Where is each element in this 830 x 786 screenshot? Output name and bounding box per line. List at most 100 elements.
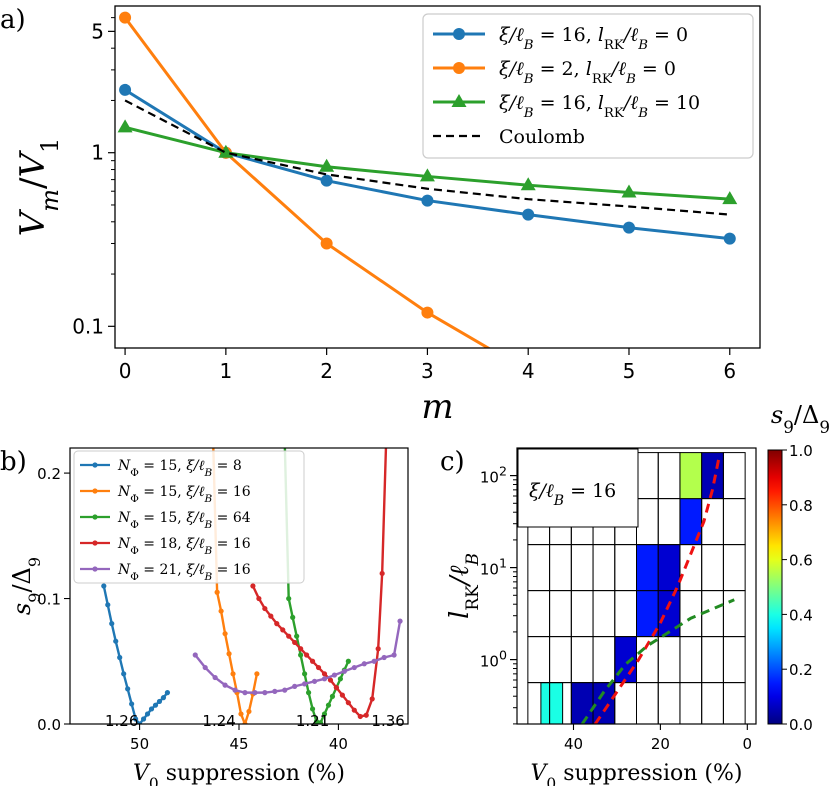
panel-c-frame — [516, 447, 757, 725]
series-marker — [105, 602, 111, 608]
series-marker — [230, 671, 236, 677]
legend-marker — [453, 62, 465, 74]
series-marker — [317, 720, 324, 724]
series-marker — [379, 570, 385, 577]
y-axis-label: lRK/ℓB — [445, 553, 483, 619]
y-tick-label: 0.0 — [37, 716, 61, 734]
series-marker — [117, 654, 123, 661]
heatmap-empty-cell — [592, 636, 616, 684]
series-marker — [222, 682, 228, 688]
x-tick-label: 20 — [651, 735, 670, 753]
panel-a-chart: 0.1 1 5 0 1 2 3 4 5 6 Vm/V1 m ξ/ℓB = 16, lRK/ℓB = 0 ξ… — [13, 5, 761, 427]
panel-b-chart: 0.0 0.1 0.2 50 45 40 1.26 1.24 1.21 1.36 NΦ = 15, … — [8, 439, 409, 786]
legend-entry: NΦ = 15, ξ/ℓB = 64 — [117, 510, 251, 531]
series-marker — [337, 676, 343, 682]
series-marker — [212, 674, 218, 681]
fit-curve — [580, 598, 735, 724]
series-marker — [280, 627, 286, 633]
series-marker — [351, 664, 357, 671]
heatmap-empty-cell — [722, 544, 746, 592]
series-marker — [136, 721, 143, 724]
series-marker — [286, 633, 292, 639]
series-marker — [294, 633, 300, 639]
series-marker — [622, 221, 635, 234]
series-marker — [321, 711, 328, 717]
legend-entry: ξ/ℓB = 16, lRK/ℓB = 0 — [499, 24, 688, 53]
series-marker — [101, 583, 107, 589]
heatmap-empty-cell — [636, 498, 659, 546]
minimum-annotation: 1.36 — [371, 712, 404, 730]
y-tick-label: 0.1 — [37, 591, 61, 609]
legend-box — [422, 13, 754, 159]
colorbar-tick-label: 0.0 — [789, 716, 813, 734]
heatmap-empty-cell — [722, 590, 746, 638]
x-tick-label: 0 — [743, 735, 753, 753]
heatmap-cell — [636, 544, 659, 592]
panel-a-frame — [114, 5, 761, 349]
series-marker — [520, 177, 536, 191]
y-tick-label: 100 — [480, 647, 507, 671]
series-marker — [113, 638, 119, 644]
series-marker — [246, 708, 252, 715]
x-tick-label: 5 — [623, 359, 636, 383]
series-marker — [305, 690, 312, 696]
series-marker — [262, 690, 268, 696]
legend-marker — [453, 28, 465, 40]
series-marker — [391, 652, 397, 658]
fit-curve — [593, 456, 721, 724]
series-marker — [119, 11, 132, 24]
series-marker — [148, 706, 155, 712]
series-marker — [156, 698, 163, 705]
series-marker — [384, 439, 389, 444]
series-marker — [339, 692, 345, 698]
x-axis-label: V0 suppression (%) — [531, 761, 743, 786]
series-marker — [232, 687, 238, 693]
legend-marker — [92, 540, 98, 546]
heatmap-empty-cell — [614, 682, 637, 724]
heatmap-empty-cell — [549, 636, 572, 684]
series-marker — [298, 652, 304, 658]
heatmap-empty-cell — [614, 544, 637, 592]
x-axis-label: V0 suppression (%) — [133, 761, 345, 786]
y-axis-label: s9/Δ9 — [8, 557, 44, 615]
series-marker — [256, 595, 262, 602]
heatmap-empty-cell — [527, 590, 551, 638]
minimum-annotation: 1.24 — [202, 712, 235, 730]
heatmap-empty-cell — [722, 498, 746, 546]
series-marker — [302, 681, 308, 687]
series-marker — [321, 671, 328, 677]
series-marker — [272, 688, 278, 694]
panel-c-plot — [517, 448, 746, 724]
heatmap-empty-cell — [722, 452, 746, 500]
x-tick-label: 6 — [723, 359, 736, 383]
panel-c-label: c) — [440, 447, 465, 477]
series-marker — [133, 716, 139, 722]
heatmap-empty-cell — [527, 544, 551, 592]
series-marker — [304, 652, 310, 658]
minimum-annotation: 1.21 — [296, 712, 329, 730]
legend-marker — [92, 462, 98, 468]
inset-box — [517, 448, 639, 528]
series-marker — [361, 661, 367, 667]
series-marker — [160, 695, 167, 701]
series-marker — [309, 658, 316, 664]
x-tick-label: 4 — [522, 359, 535, 383]
heatmap-empty-cell — [614, 590, 637, 638]
legend-entry: Coulomb — [499, 126, 585, 148]
series-marker — [621, 184, 637, 198]
panel-b-series — [101, 439, 403, 724]
series-marker — [226, 651, 232, 657]
colorbar-tick-label: 0.4 — [789, 606, 813, 624]
inset-label: ξ/ℓB = 16 — [529, 480, 616, 509]
heatmap-empty-cell — [657, 452, 681, 500]
series-marker — [309, 706, 316, 712]
panel-a-series — [117, 11, 738, 348]
x-tick-label: 40 — [329, 735, 348, 753]
series-marker — [351, 707, 357, 713]
y-tick-label: 102 — [480, 463, 507, 487]
series-marker — [250, 583, 256, 589]
series-marker — [327, 677, 334, 683]
series-marker — [419, 168, 435, 182]
x-tick-label: 3 — [421, 359, 434, 383]
series-marker — [242, 690, 248, 696]
